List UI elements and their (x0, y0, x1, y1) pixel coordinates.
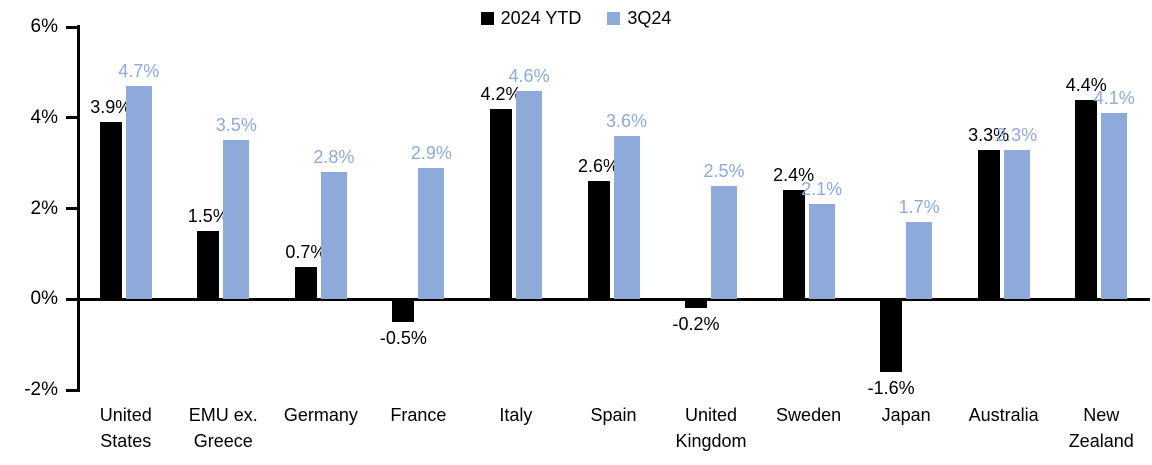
bar-3q24-australia (1003, 149, 1030, 300)
x-category-label-italy: Italy (499, 405, 533, 425)
bar-value-label-2024-ytd-sweden: 2.4% (773, 165, 815, 186)
x-category-label-sweden: Sweden (776, 405, 842, 425)
bar-value-label-3q24-new-zealand: 4.1% (1093, 88, 1135, 109)
y-tick-label-4: 4% (30, 106, 58, 128)
x-category-label-united-states: United States (99, 405, 152, 451)
bar-3q24-emu-ex-greece (223, 140, 250, 300)
y-tick-0 (66, 297, 77, 301)
y-tick-label-2: -2% (24, 379, 58, 400)
y-tick-label-2: 2% (30, 197, 58, 219)
bar-value-label-3q24-italy: 4.6% (508, 65, 550, 86)
y-tick-label-0: 0% (30, 288, 58, 310)
bar-value-label-2024-ytd-japan: -1.6% (867, 377, 915, 398)
legend-swatch-2024-ytd (480, 12, 494, 25)
legend-item-2024-ytd: 2024 YTD (480, 8, 582, 29)
bar-value-label-2024-ytd-emu-ex-greece: 1.5% (187, 206, 229, 227)
bar-value-label-3q24-spain: 3.6% (605, 110, 648, 131)
y-tick-4 (66, 116, 77, 120)
x-axis-zero-line (77, 297, 1150, 301)
y-tick-2 (66, 388, 77, 392)
x-category-label-spain: Spain (590, 405, 637, 425)
bar-value-label-2024-ytd-united-states: 3.9% (90, 97, 132, 118)
bar-2024-ytd-united-states (99, 122, 122, 300)
bar-value-label-2024-ytd-italy: 4.2% (480, 83, 522, 104)
bar-3q24-france (418, 167, 445, 300)
bar-2024-ytd-united-kingdom (685, 299, 708, 309)
bar-value-label-2024-ytd-germany: 0.7% (285, 242, 327, 263)
x-category-label-emu-ex-greece: EMU ex. Greece (188, 405, 258, 451)
bar-value-label-3q24-france: 2.9% (410, 142, 452, 163)
bar-3q24-italy (515, 90, 542, 300)
bar-value-label-2024-ytd-france: -0.5% (379, 327, 427, 348)
bar-3q24-united-kingdom (711, 185, 738, 300)
legend-swatch-3q24 (607, 12, 621, 25)
bar-2024-ytd-japan (880, 299, 903, 372)
bar-value-label-2024-ytd-united-kingdom: -0.2% (672, 314, 720, 335)
bar-3q24-germany (320, 172, 347, 300)
bar-2024-ytd-sweden (782, 190, 805, 300)
x-category-label-japan: Japan (881, 405, 931, 425)
bar-value-label-3q24-sweden: 2.1% (801, 178, 843, 199)
bar-2024-ytd-australia (977, 149, 1000, 300)
x-category-label-france: France (390, 405, 447, 425)
y-tick-2 (66, 207, 77, 210)
y-axis-line (77, 25, 80, 392)
bar-3q24-spain (613, 135, 640, 300)
bar-value-label-2024-ytd-australia: 3.3% (968, 124, 1010, 145)
x-category-label-united-kingdom: United Kingdom (675, 405, 747, 451)
bar-2024-ytd-spain (587, 181, 610, 300)
bar-value-label-3q24-germany: 2.8% (313, 147, 355, 168)
x-category-label-germany: Germany (283, 405, 358, 425)
chart-legend: 2024 YTD 3Q24 (0, 8, 1152, 29)
bar-3q24-united-states (125, 85, 152, 300)
bar-value-label-2024-ytd-spain: 2.6% (577, 156, 620, 177)
bar-2024-ytd-new-zealand (1075, 99, 1098, 300)
plot-area: 3.9% 4.7% 1.5% 3.5% 0.7% 2.8% -0.5% 2.9% 4.2% 4.6… (77, 27, 1150, 398)
bar-value-label-3q24-australia: 3.3% (996, 124, 1038, 145)
bar-2024-ytd-italy (489, 108, 512, 300)
legend-item-3q24: 3Q24 (607, 8, 671, 29)
legend-label-2024-ytd: 2024 YTD (500, 8, 582, 28)
bar-value-label-3q24-japan: 1.7% (898, 197, 940, 218)
bar-3q24-new-zealand (1101, 113, 1128, 300)
y-tick-6 (66, 25, 77, 29)
x-category-label-australia: Australia (968, 405, 1039, 425)
bar-2024-ytd-france (392, 299, 415, 322)
x-category-label-new-zealand: New Zealand (1068, 405, 1134, 451)
y-tick-label-6: 6% (30, 16, 58, 37)
bar-value-label-3q24-emu-ex-greece: 3.5% (215, 115, 257, 136)
bar-3q24-japan (906, 222, 933, 300)
bar-value-label-3q24-united-states: 4.7% (118, 60, 160, 81)
bar-value-label-3q24-united-kingdom: 2.5% (703, 160, 745, 181)
bar-value-label-2024-ytd-new-zealand: 4.4% (1065, 74, 1107, 95)
bar-2024-ytd-germany (294, 267, 317, 300)
bar-3q24-sweden (808, 203, 835, 300)
legend-label-3q24: 3Q24 (627, 8, 672, 28)
bar-2024-ytd-emu-ex-greece (197, 231, 220, 300)
